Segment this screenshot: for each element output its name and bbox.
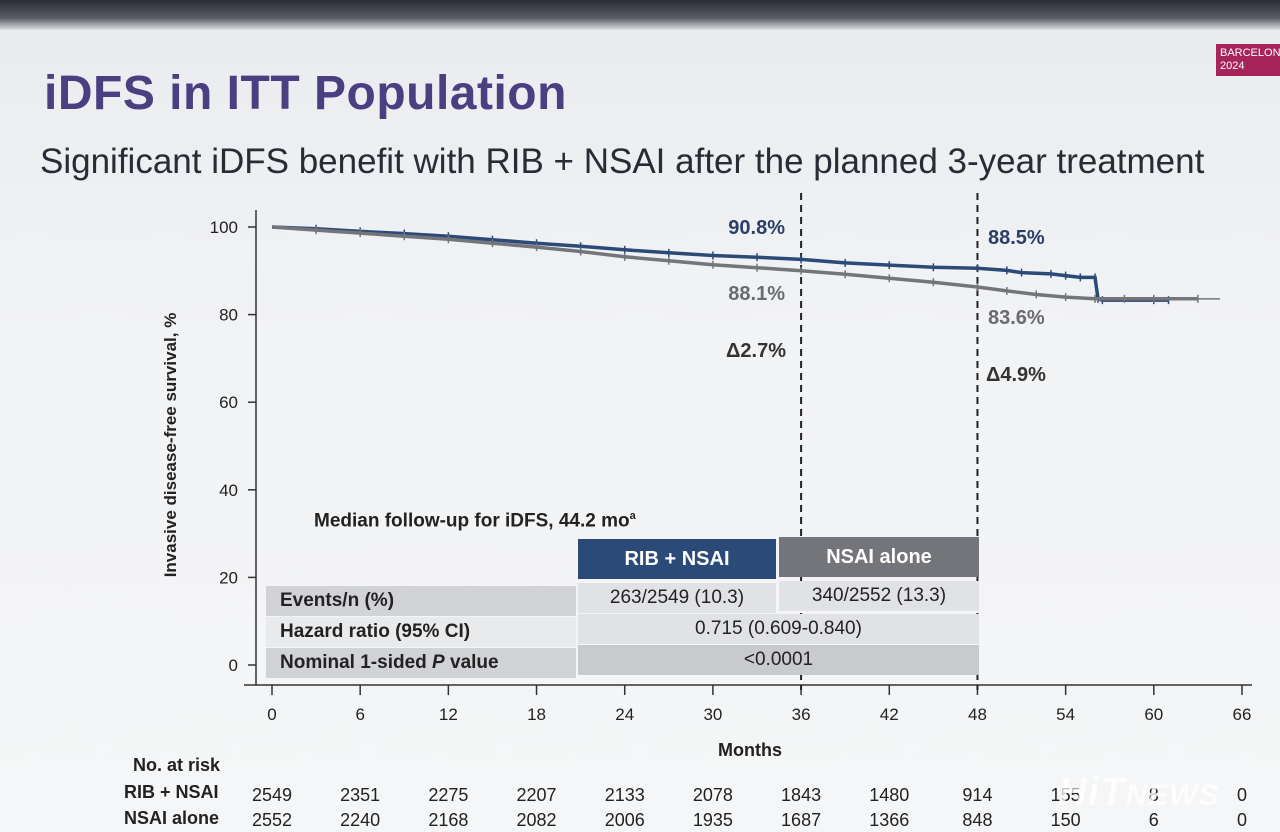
events-label: Events/n (%): [266, 586, 576, 616]
x-axis-label: Months: [718, 740, 782, 760]
events-rib: 263/2549 (10.3): [578, 583, 776, 613]
series-line-nsai-alone: [271, 225, 1198, 301]
x-tick-label: 54: [1056, 705, 1075, 724]
risk-title: No. at risk: [133, 755, 221, 775]
conference-badge: BARCELONA 2024: [1216, 44, 1280, 76]
x-tick-label: 0: [267, 705, 276, 724]
x-tick-label: 60: [1144, 705, 1163, 724]
followup-footnote-mark: a: [629, 510, 636, 522]
series-layer: [271, 224, 1220, 305]
p-value: <0.0001: [578, 645, 979, 675]
risk-count-rib: 1480: [869, 785, 910, 805]
watermark-sub: NEWS: [1125, 779, 1220, 812]
projector-top-strip: [0, 0, 1280, 30]
risk-count-rib: 2351: [340, 785, 381, 805]
risk-count-nsai: 1935: [692, 810, 733, 830]
annotation-layer: 90.8% 88.1% Δ2.7% 88.5% 83.6% Δ4.9%: [726, 217, 1046, 386]
y-tick-label: 0: [229, 656, 238, 675]
followup-note: Median follow-up for iDFS, 44.2 moa: [314, 510, 636, 532]
watermark-main: HiT: [1058, 770, 1126, 814]
x-tick-label: 66: [1233, 705, 1252, 724]
x-tick-label: 12: [439, 705, 458, 724]
annotation-0: 90.8%: [728, 217, 785, 239]
risk-count-nsai: 1687: [781, 810, 822, 830]
risk-label-rib: RIB + NSAI: [124, 782, 219, 802]
risk-count-rib: 0: [1236, 785, 1247, 805]
risk-count-nsai: 2240: [340, 810, 381, 830]
risk-count-nsai: 2552: [251, 810, 293, 830]
chart-axes: 0 20 40 60 80 100 0 6 12 18 24 30 36 42 48 54 60 66: [210, 210, 1252, 724]
followup-text: Median follow-up for iDFS, 44.2 mo: [314, 510, 630, 532]
p-label-italic: P: [432, 652, 445, 673]
risk-count-nsai: 0: [1236, 810, 1247, 830]
hr-value: 0.715 (0.609-0.840): [578, 614, 979, 644]
y-tick-label: 60: [219, 393, 238, 412]
risk-count-nsai: 848: [962, 810, 993, 830]
risk-count-nsai: 2082: [516, 810, 557, 830]
hr-label: Hazard ratio (95% CI): [266, 617, 576, 647]
page-subtitle: Significant iDFS benefit with RIB + NSAI…: [40, 142, 1205, 181]
annotation-1: 88.1%: [728, 283, 785, 305]
y-tick-label: 40: [219, 481, 238, 500]
hitnews-watermark: HiTNEWS: [1058, 770, 1219, 815]
p-value-label: Nominal 1-sided P value: [266, 648, 576, 678]
table-header-nsai: NSAI alone: [779, 537, 979, 577]
y-tick-label: 80: [219, 306, 238, 325]
risk-count-rib: 2207: [516, 785, 557, 805]
y-axis-label: Invasive disease-free survival, %: [161, 313, 180, 578]
annotation-2: Δ2.7%: [726, 340, 786, 362]
p-label-pre: Nominal 1-sided: [280, 652, 433, 673]
risk-label-nsai: NSAI alone: [124, 808, 220, 828]
x-tick-label: 24: [615, 705, 634, 724]
annotation-5: Δ4.9%: [986, 364, 1046, 386]
x-tick-label: 48: [968, 705, 987, 724]
risk-count-nsai: 2168: [428, 810, 469, 830]
risk-count-rib: 2549: [251, 785, 293, 805]
x-tick-label: 6: [355, 705, 364, 724]
risk-count-rib: 2133: [604, 785, 645, 805]
x-tick-label: 36: [792, 705, 811, 724]
x-tick-label: 42: [880, 705, 899, 724]
risk-count-nsai: 6: [1148, 810, 1159, 830]
risk-count-nsai: 150: [1050, 810, 1081, 830]
risk-count-rib: 8: [1148, 785, 1159, 805]
risk-count-nsai: 1366: [869, 810, 910, 830]
y-tick-label: 20: [219, 568, 238, 587]
page-title: iDFS in ITT Population: [44, 67, 567, 120]
risk-count-rib: 914: [962, 785, 993, 805]
p-label-post: value: [444, 652, 499, 673]
y-tick-label: 100: [210, 218, 238, 237]
risk-count-rib: 2275: [428, 785, 469, 805]
events-nsai: 340/2552 (13.3): [779, 581, 979, 611]
risk-count-nsai: 2006: [604, 810, 645, 830]
table-header-rib: RIB + NSAI: [578, 539, 776, 579]
x-tick-label: 30: [703, 705, 722, 724]
risk-count-rib: 2078: [692, 785, 733, 805]
annotation-3: 88.5%: [988, 227, 1045, 249]
risk-count-rib: 1843: [781, 785, 822, 805]
risk-count-rib: 155: [1050, 785, 1081, 805]
x-tick-label: 18: [527, 705, 546, 724]
annotation-4: 83.6%: [988, 307, 1045, 329]
